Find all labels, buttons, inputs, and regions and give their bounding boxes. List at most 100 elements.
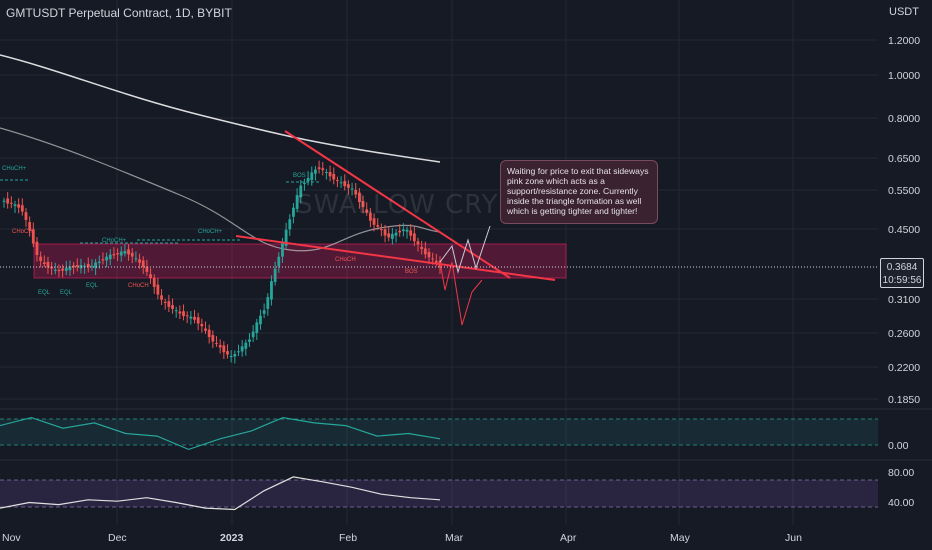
price-tick-label: 0.1850: [888, 394, 920, 406]
price-tick-label: 0.2600: [888, 328, 920, 340]
price-tick-label: 0.3100: [888, 294, 920, 306]
candle-body: [412, 233, 416, 242]
time-tick-label: Apr: [560, 532, 577, 544]
candle-body: [204, 328, 207, 331]
candle-body: [270, 281, 273, 300]
candle-body: [211, 335, 215, 342]
oscillator-tick-label: 0.00: [888, 440, 909, 452]
candle-body: [405, 229, 409, 232]
candle-body: [72, 265, 76, 268]
candle-body: [365, 209, 369, 213]
candle-body: [24, 212, 28, 220]
candle-body: [409, 230, 413, 236]
triangle-lower-trendline: [235, 235, 556, 281]
bullish-projection-path: [439, 225, 491, 274]
candle-body: [350, 188, 354, 190]
candle-body: [134, 258, 138, 260]
price-tick-label: 0.8000: [888, 113, 920, 125]
candle-body: [303, 182, 306, 184]
candle-body: [46, 261, 50, 268]
eql-label-3: EQL: [86, 283, 99, 289]
candle-body: [354, 189, 358, 195]
candle-body: [171, 305, 174, 309]
candle-body: [237, 351, 240, 353]
candle-body: [262, 310, 266, 314]
candle-body: [13, 204, 17, 207]
candle-body: [277, 256, 281, 267]
candle-body: [167, 301, 171, 307]
candle-body: [35, 241, 39, 255]
candle-body: [336, 180, 339, 182]
candle-body: [86, 263, 90, 268]
candle-body: [101, 259, 105, 261]
candle-body: [218, 344, 222, 348]
candle-body: [160, 295, 163, 300]
candle-body: [434, 260, 438, 263]
choch-label-5: CHoCH: [128, 283, 149, 289]
candle-body: [50, 266, 54, 269]
candle-body: [145, 266, 149, 272]
candle-body: [416, 241, 420, 245]
candle-body: [390, 233, 394, 239]
candle-body: [90, 265, 94, 267]
candle-body: [229, 355, 233, 357]
ma-100-line: [0, 127, 441, 252]
candle-body: [259, 315, 262, 325]
choch-label-1: CHoCH+: [2, 166, 27, 172]
time-tick-label: Dec: [108, 532, 127, 544]
candle-body: [339, 182, 343, 184]
candle-body: [361, 201, 365, 208]
candle-body: [233, 353, 237, 357]
price-axis[interactable]: 1.2000 1.0000 0.8000 0.6500 0.5500 0.4500 0.31…: [888, 35, 920, 509]
candle-body: [332, 173, 336, 180]
currency-unit: USDT: [889, 6, 919, 18]
candlestick-series: [2, 160, 442, 364]
candle-body: [288, 219, 292, 230]
time-tick-label: May: [670, 532, 691, 544]
candle-body: [149, 274, 152, 279]
candle-body: [174, 310, 178, 312]
ma-200-line: [0, 54, 441, 163]
candle-body: [295, 195, 299, 209]
candle-body: [156, 284, 160, 295]
candle-body: [185, 315, 189, 317]
candle-body: [42, 262, 46, 265]
oscillator-tick-label: 80.00: [888, 467, 914, 479]
time-axis[interactable]: Nov Dec 2023 Feb Mar Apr May Jun: [2, 532, 802, 544]
time-tick-label: Jun: [785, 532, 802, 544]
candle-body: [292, 207, 295, 217]
candle-body: [119, 251, 123, 256]
oscillator-2-line: [0, 476, 441, 511]
analysis-note: Waiting for price to exit that sideways …: [500, 160, 658, 224]
candle-body: [112, 254, 116, 256]
time-tick-label: Mar: [445, 532, 464, 544]
candle-body: [376, 225, 380, 227]
candle-body: [387, 233, 391, 238]
candle-body: [357, 192, 361, 202]
candle-body: [343, 181, 347, 187]
candle-body: [325, 172, 328, 174]
choch-label-2: CHoCH: [12, 229, 33, 235]
candle-body: [306, 178, 310, 182]
candle-body: [328, 171, 332, 177]
price-tick-label: 1.2000: [888, 35, 920, 47]
candle-body: [299, 185, 303, 198]
bos-label-2: BOS: [405, 269, 418, 275]
chart-title: GMTUSDT Perpetual Contract, 1D, BYBIT: [6, 6, 232, 20]
candle-body: [61, 268, 65, 271]
time-tick-label: 2023: [220, 532, 244, 544]
candle-body: [116, 253, 119, 255]
candle-body: [284, 229, 288, 246]
candle-body: [64, 267, 68, 271]
candle-body: [193, 316, 196, 320]
candle-body: [97, 261, 101, 264]
candle-body: [130, 252, 134, 257]
choch-label-4: CHoCH+: [198, 229, 223, 235]
candle-body: [401, 229, 405, 232]
candle-body: [75, 264, 79, 267]
oscillator-2-band: [0, 480, 878, 507]
candle-body: [178, 311, 182, 314]
candle-body: [244, 342, 248, 349]
price-tick-label: 0.4500: [888, 224, 920, 236]
